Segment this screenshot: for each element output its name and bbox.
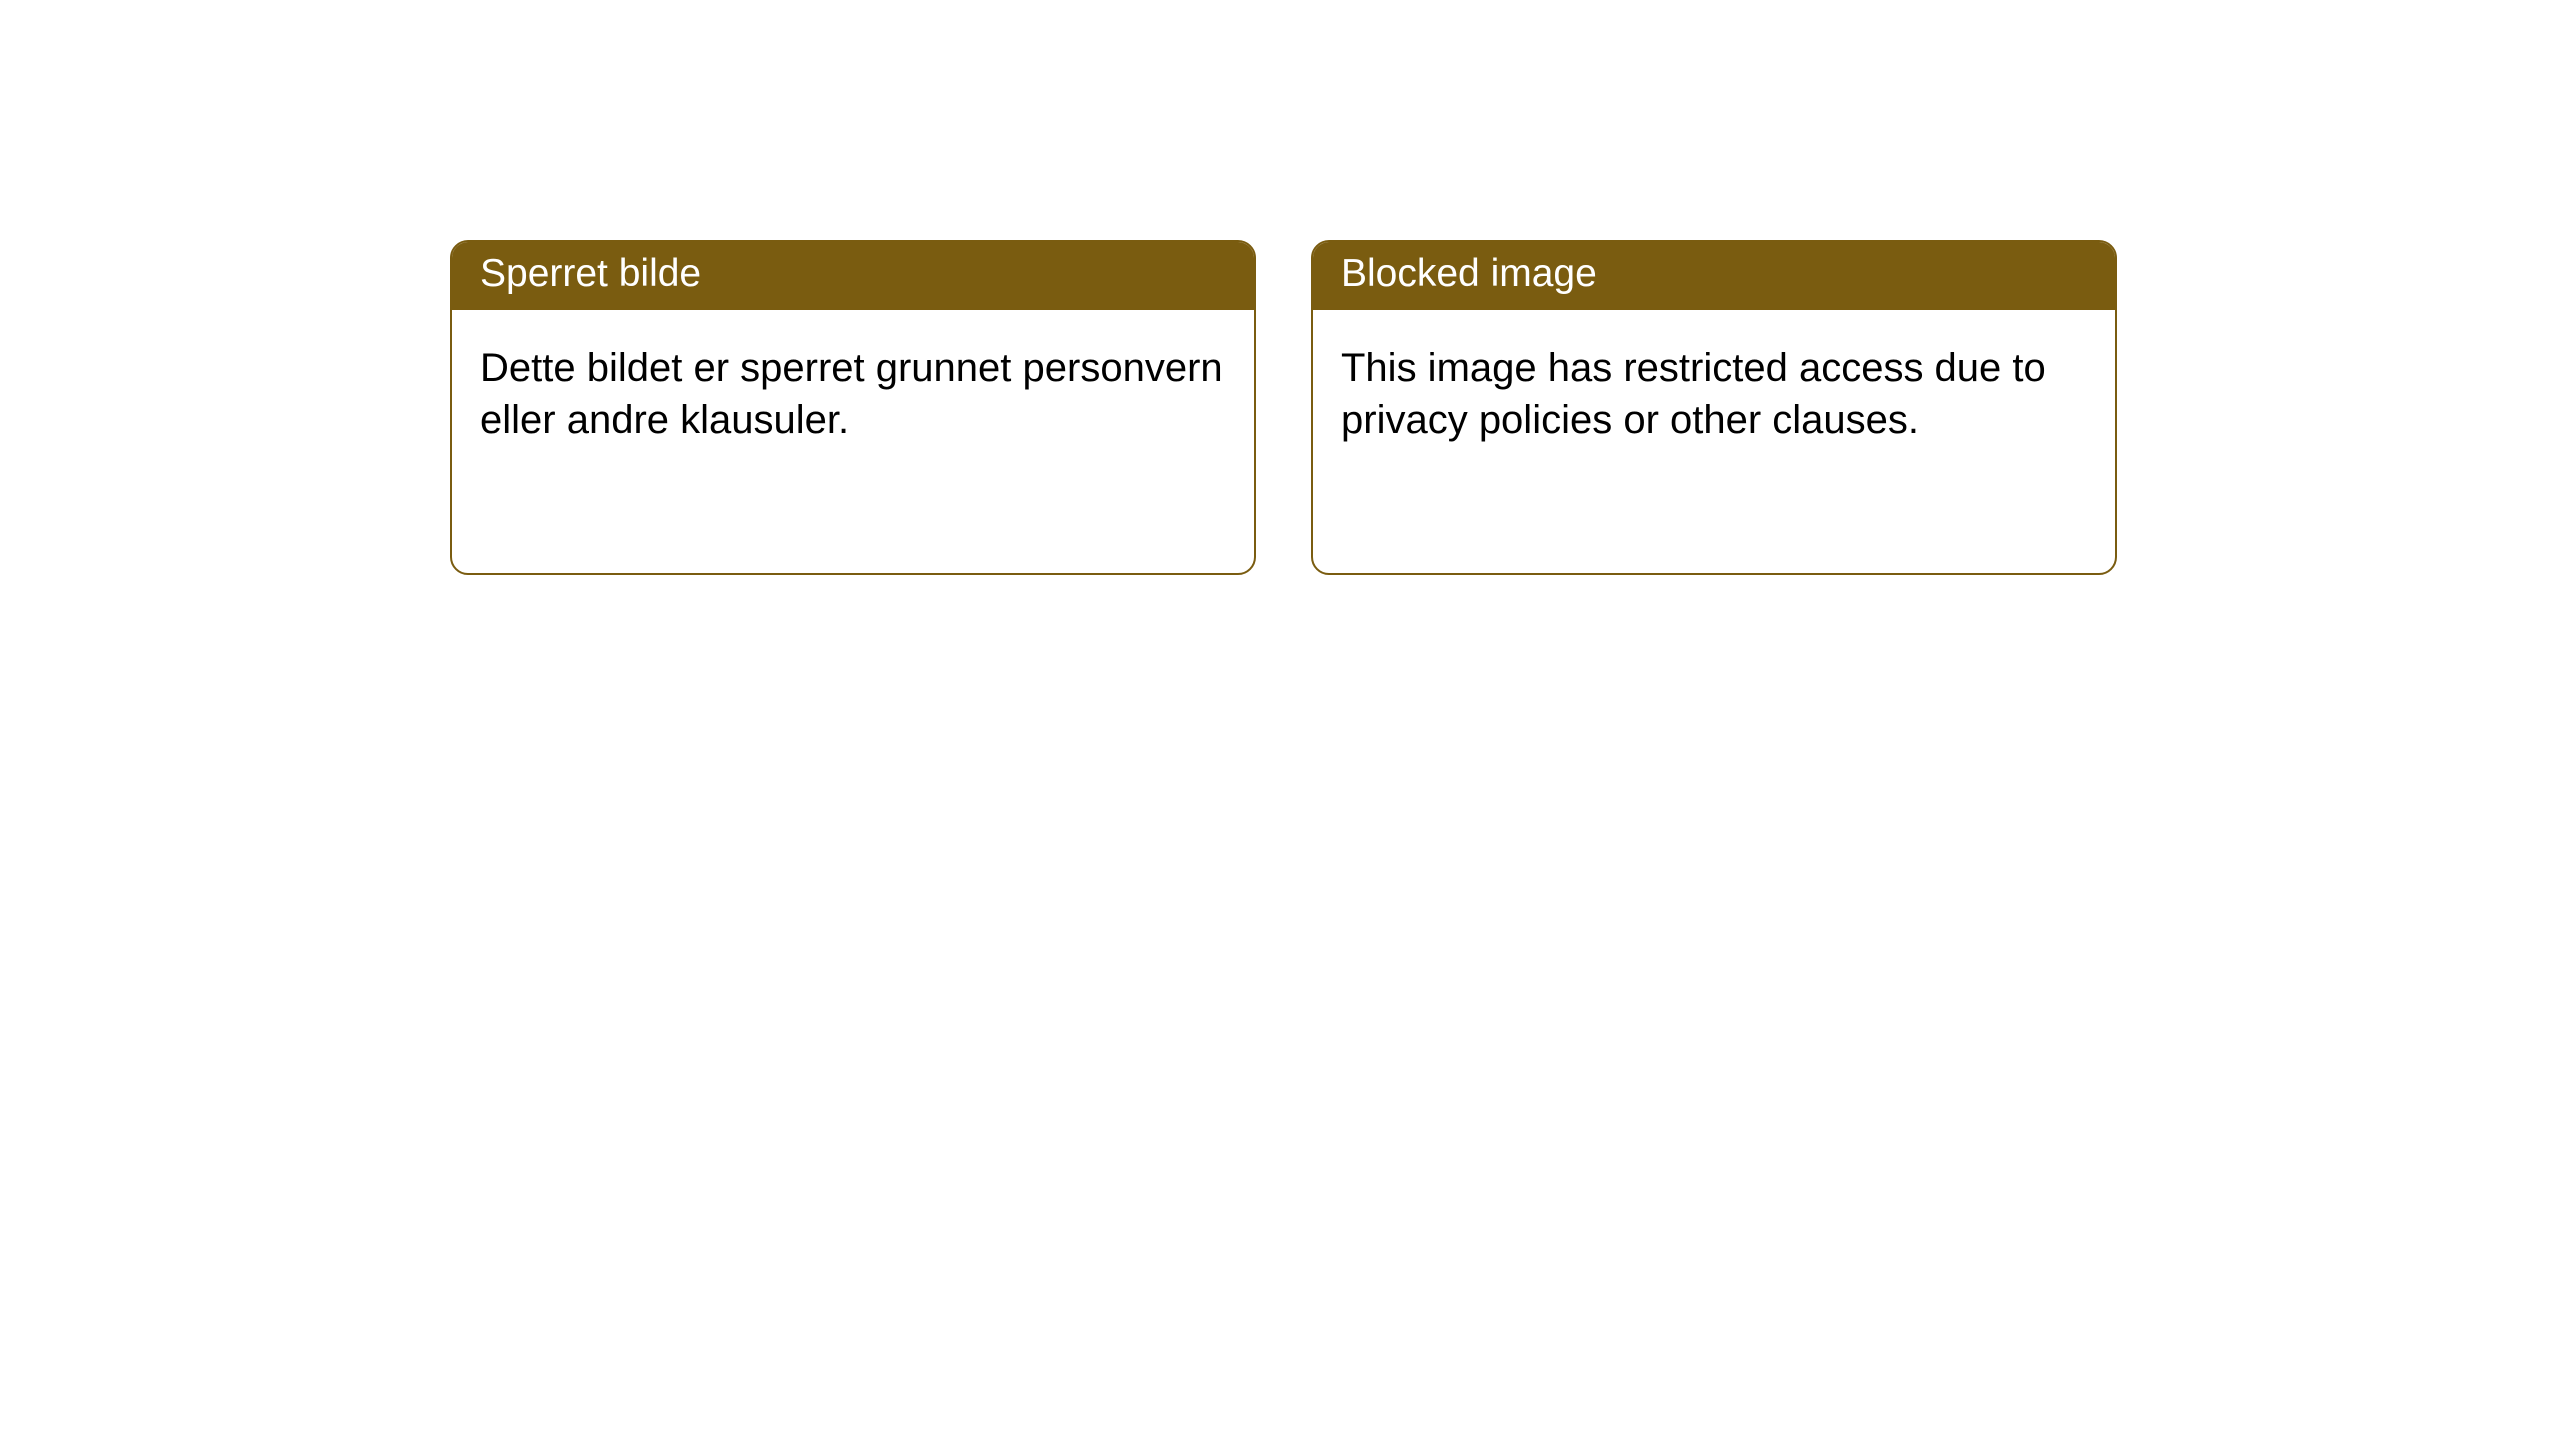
notice-card-english: Blocked image This image has restricted … [1311, 240, 2117, 575]
card-message: Dette bildet er sperret grunnet personve… [480, 346, 1223, 442]
notice-card-norwegian: Sperret bilde Dette bildet er sperret gr… [450, 240, 1256, 575]
notice-container: Sperret bilde Dette bildet er sperret gr… [0, 0, 2560, 575]
card-message: This image has restricted access due to … [1341, 346, 2046, 442]
card-title: Blocked image [1341, 252, 1597, 295]
card-header: Sperret bilde [452, 242, 1254, 310]
card-body: Dette bildet er sperret grunnet personve… [452, 310, 1254, 474]
card-header: Blocked image [1313, 242, 2115, 310]
card-body: This image has restricted access due to … [1313, 310, 2115, 474]
card-title: Sperret bilde [480, 252, 701, 295]
